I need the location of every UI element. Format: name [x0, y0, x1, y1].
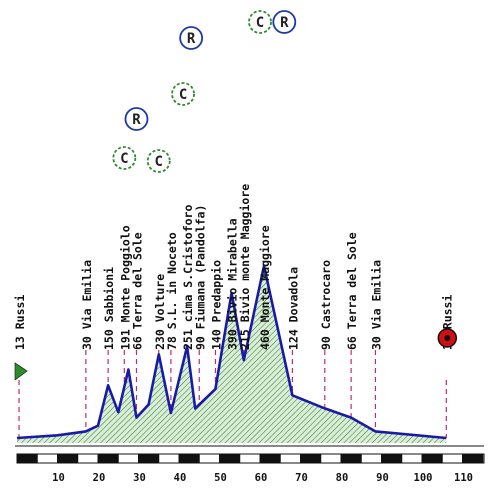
place-label: 30 Via Emilia — [369, 260, 383, 350]
ruler-segment — [462, 453, 484, 464]
ruler-segment — [239, 453, 261, 464]
ruler-segment — [178, 453, 200, 464]
place-label: 66 Terra del Sole — [130, 232, 144, 350]
ruler-segment — [421, 453, 443, 464]
ruler-segment — [279, 453, 301, 464]
place-label: 90 Fiumana (Pandolfa) — [193, 205, 207, 350]
ruler-segment — [138, 453, 160, 464]
ruler-segment — [16, 453, 38, 464]
ruler-segment — [117, 453, 139, 464]
finish-marker-center — [444, 335, 451, 341]
ruler-segment — [340, 453, 362, 464]
ruler-segment — [320, 453, 342, 464]
place-label: 460 Monte Maggiore — [258, 225, 272, 350]
place-label: 66 Terra del Sole — [345, 232, 359, 350]
climb-marker-icon — [112, 146, 137, 170]
refresh-marker-icon — [179, 26, 204, 50]
x-tick-label: 80 — [336, 472, 349, 484]
place-label: 150 Sabbioni — [102, 267, 116, 350]
x-tick-label: 20 — [93, 472, 106, 484]
place-label: 251 cima S.Cristoforo — [181, 205, 195, 350]
x-tick-label: 50 — [214, 472, 227, 484]
x-tick-label: 10 — [52, 472, 65, 484]
place-label: 13 Russi — [13, 295, 27, 350]
place-label: 140 Predappio — [209, 260, 223, 350]
x-tick-label: 100 — [414, 472, 433, 484]
refresh-marker-letter: R — [132, 112, 141, 128]
refresh-marker-icon — [272, 10, 297, 34]
place-label: 191 Monte Poggiolo — [118, 225, 132, 350]
x-tick-label: 90 — [376, 472, 389, 484]
ruler-segment — [300, 453, 322, 464]
climb-marker-icon — [171, 82, 195, 106]
x-tick-label: 70 — [295, 472, 308, 484]
start-flag-icon — [14, 362, 28, 381]
ruler-segment — [259, 453, 281, 464]
ruler-segment — [381, 453, 403, 464]
climb-marker-letter: C — [179, 87, 187, 103]
place-label: 215 Bivio monte Maggiore — [238, 184, 252, 350]
climb-marker-icon — [146, 149, 171, 173]
ruler-segment — [57, 453, 79, 464]
ruler-segment — [97, 453, 119, 464]
profile-outline — [16, 264, 447, 440]
place-label: 30 Via Emilia — [80, 260, 94, 350]
place-label: 390 Bivio Mirabella — [226, 218, 240, 350]
x-tick-label: 30 — [133, 472, 146, 484]
x-tick-label: 110 — [454, 472, 473, 484]
ruler-segment — [482, 453, 485, 464]
place-label: 124 Dovadola — [286, 267, 300, 350]
ruler-segment — [401, 453, 423, 464]
x-tick-label: 60 — [255, 472, 268, 484]
ruler-segment — [441, 453, 463, 464]
climb-marker-letter: C — [120, 151, 128, 167]
ruler-segment — [360, 453, 382, 464]
place-label: 90 Castrocaro — [319, 260, 333, 350]
ruler-segment — [36, 453, 58, 464]
ruler-segment — [219, 453, 241, 464]
ruler-segment — [198, 453, 220, 464]
climb-marker-icon — [248, 10, 272, 34]
place-label: 78 S.L. in Noceto — [165, 232, 179, 350]
refresh-marker-letter: R — [187, 31, 196, 47]
place-label: 230 Volture — [153, 274, 167, 350]
refresh-marker-icon — [124, 107, 149, 131]
refresh-marker-letter: R — [280, 15, 289, 31]
x-tick-label: 40 — [174, 472, 187, 484]
ruler-segment — [77, 453, 99, 464]
climb-marker-letter: C — [155, 154, 163, 170]
ruler-segment — [158, 453, 180, 464]
profile-area — [17, 265, 447, 443]
climb-marker-letter: C — [256, 15, 264, 31]
